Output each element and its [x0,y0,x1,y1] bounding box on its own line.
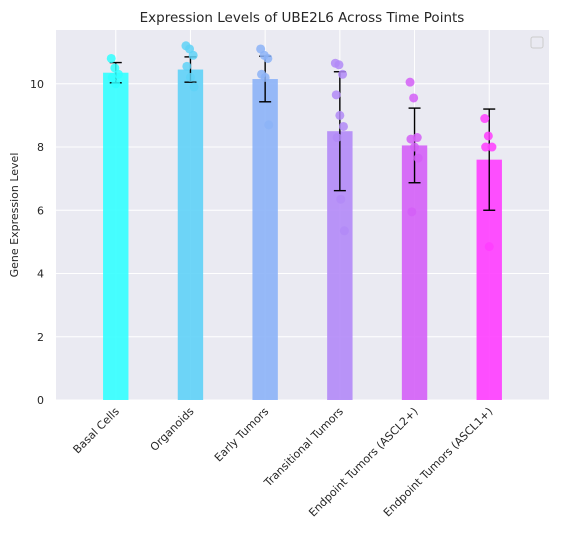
data-point [409,93,419,103]
y-axis-title: Gene Expression Level [8,153,21,278]
data-point [106,53,116,63]
data-points [106,41,497,252]
data-point [405,77,415,87]
bars [103,69,502,401]
data-point [413,153,423,163]
data-point [487,142,497,152]
x-tick-label: Early Tumors [212,405,272,465]
y-tick-label: 8 [37,141,44,154]
data-point [111,79,121,89]
data-point [182,61,192,71]
bar [103,72,129,400]
data-point [260,72,270,82]
data-point [480,114,490,124]
data-point [263,53,273,63]
data-point [339,226,349,236]
y-tick-label: 6 [37,204,44,217]
y-tick-label: 4 [37,268,44,281]
y-tick-labels: 0 2 4 6 8 10 [30,78,44,407]
y-tick-label: 2 [37,331,44,344]
data-point [335,110,345,120]
data-point [407,207,417,217]
legend [530,36,544,49]
data-point [331,90,341,100]
chart-title: Expression Levels of UBE2L6 Across Time … [140,10,465,26]
plot-background [56,30,549,400]
data-point [338,121,348,131]
data-point [406,134,416,144]
x-tick-label: Organoids [148,405,197,454]
legend-box [530,36,544,49]
data-point [334,60,344,70]
data-point [188,50,198,60]
bar [401,145,428,400]
x-tick-label: Basal Cells [71,405,123,457]
y-tick-label: 10 [30,78,44,91]
bar [177,69,204,401]
data-point [483,131,493,141]
y-tick-label: 0 [37,394,44,407]
bar [252,79,278,401]
data-point [338,69,348,79]
data-point [189,82,199,92]
x-tick-labels: Basal Cells Organoids Early TumorsTransiti… [71,405,496,520]
x-tick-label: Transitional Tumors [261,405,346,490]
data-point [185,72,195,82]
data-point [264,120,274,130]
data-point [410,142,420,152]
data-point [332,133,342,143]
data-point [484,242,494,252]
data-point [336,194,346,204]
data-point [481,142,491,152]
